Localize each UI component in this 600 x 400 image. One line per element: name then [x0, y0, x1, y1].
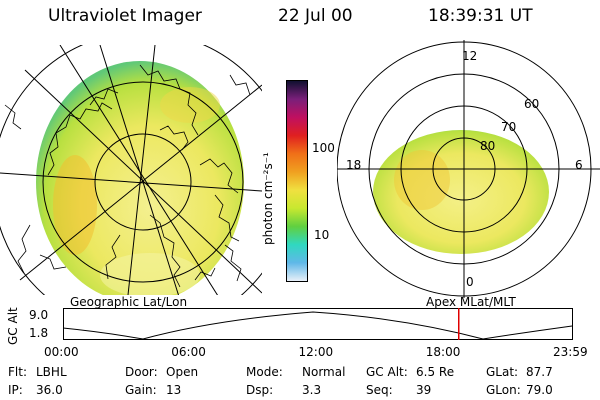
colorbar-unit-label: photon cm⁻²s⁻¹ [261, 152, 275, 245]
mlat-mlt-grid [337, 40, 600, 298]
time-tick-label: 18:00 [425, 345, 461, 359]
geographic-image [0, 45, 262, 295]
info-key: GC Alt: [366, 365, 408, 379]
info-value: 13 [166, 383, 182, 397]
colorbar-tick-10: 10 [314, 228, 330, 242]
info-key: Gain: [125, 383, 157, 397]
info-value: Normal [302, 365, 346, 379]
colorbar-tick-100: 100 [312, 141, 335, 155]
time-label: 18:39:31 UT [428, 6, 533, 26]
date-label: 22 Jul 00 [278, 6, 353, 26]
mlat-label-80: 80 [480, 139, 495, 153]
mlt-label-0: 0 [466, 275, 474, 289]
info-key: IP: [8, 383, 23, 397]
altitude-tick-high: 9.0 [29, 308, 49, 322]
time-tick-label: 00:00 [44, 345, 79, 359]
time-tick-label: 23:59 [553, 345, 588, 359]
info-value: LBHL [36, 365, 67, 379]
latlon-grid [0, 45, 262, 295]
info-key: GLat: [486, 365, 519, 379]
info-value: Open [166, 365, 199, 379]
mlat-label-70: 70 [501, 120, 516, 134]
info-value: 6.5 Re [416, 365, 455, 379]
info-key: Dsp: [246, 383, 274, 397]
altitude-tick-low: 1.8 [29, 326, 49, 340]
info-value: 39 [416, 383, 432, 397]
coastlines [4, 64, 251, 288]
mlt-label-6: 6 [575, 158, 583, 172]
altitude-plot [63, 308, 573, 340]
left-panel-label: Geographic Lat/Lon [70, 295, 188, 309]
info-value: 79.0 [526, 383, 553, 397]
info-value: 3.3 [302, 383, 322, 397]
info-key: Flt: [8, 365, 27, 379]
colorbar [286, 80, 308, 282]
time-tick-label: 06:00 [171, 345, 206, 359]
info-key: Seq: [366, 383, 393, 397]
mlt-label-12: 12 [462, 49, 477, 63]
info-key: Door: [125, 365, 158, 379]
mlat-label-60: 60 [524, 97, 539, 111]
right-panel-label: Apex MLat/MLT [426, 295, 516, 309]
instrument-title: Ultraviolet Imager [48, 6, 202, 26]
mlt-label-18: 18 [346, 158, 361, 172]
info-value: 36.0 [36, 383, 63, 397]
altitude-axis-label: GC Alt [6, 307, 20, 345]
time-tick-label: 12:00 [298, 345, 334, 359]
info-key: Mode: [246, 365, 283, 379]
info-value: 87.7 [526, 365, 553, 379]
info-key: GLon: [486, 383, 521, 397]
altitude-curve [63, 311, 573, 340]
magnetic-image: 12 18 6 0 80 70 60 [337, 40, 600, 298]
